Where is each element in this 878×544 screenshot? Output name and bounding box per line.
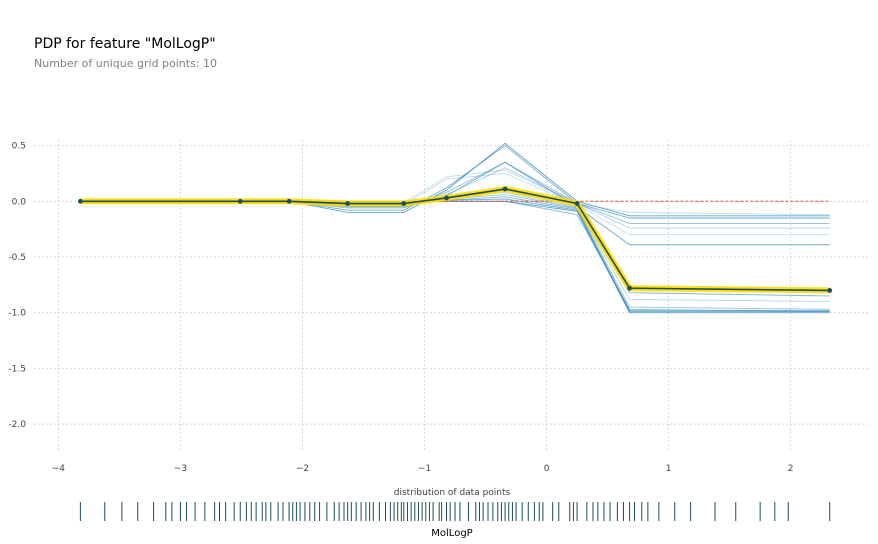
rug-plot: [79, 502, 831, 521]
x-tick-label: 0: [544, 464, 550, 474]
pdp-point: [77, 198, 83, 204]
pdp-point: [627, 285, 632, 291]
pdp-point: [401, 201, 407, 206]
ice-line: [80, 142, 830, 217]
rug-label: distribution of data points: [394, 488, 511, 498]
x-tick-label: −1: [418, 464, 431, 474]
y-tick-label: -0.5: [8, 253, 26, 263]
y-tick-label: -1.0: [8, 309, 26, 319]
x-tick-label: 2: [788, 464, 794, 474]
pdp-point: [444, 195, 449, 201]
x-tick-label: 1: [666, 464, 672, 474]
chart-title: PDP for feature "MolLogP": [34, 36, 216, 52]
y-tick-label: -1.5: [8, 364, 26, 374]
ice-line: [80, 169, 830, 216]
pdp-band: [80, 186, 830, 294]
chart-subtitle: Number of unique grid points: 10: [34, 57, 218, 70]
y-tick-label: 0.5: [12, 142, 26, 152]
x-tick-label: −2: [296, 464, 309, 474]
grid-layer: [34, 140, 870, 452]
ice-line: [80, 161, 830, 225]
x-axis-label: MolLogP: [431, 528, 472, 539]
x-tick-label: −4: [52, 464, 66, 474]
pdp-line: [77, 186, 833, 294]
ice-line: [80, 145, 830, 219]
y-tick-label: 0.0: [12, 197, 27, 207]
y-tick-label: -2.0: [8, 420, 26, 430]
ice-line: [80, 196, 830, 311]
x-tick-label: −3: [174, 464, 187, 474]
pdp-line-path: [80, 188, 830, 292]
pdp-point: [827, 288, 833, 293]
pdp-point: [574, 201, 580, 206]
pdp-point: [345, 201, 351, 206]
ice-line: [80, 191, 830, 303]
pdp-point: [237, 198, 243, 204]
ice-line: [80, 189, 830, 297]
pdp-point: [502, 186, 508, 192]
tick-labels: −4 −3 −2 −1 0 1 2 0.5 0.0 -0.5 -1.0 -1.5 -2.0: [8, 142, 793, 474]
pdp-point: [286, 198, 292, 204]
